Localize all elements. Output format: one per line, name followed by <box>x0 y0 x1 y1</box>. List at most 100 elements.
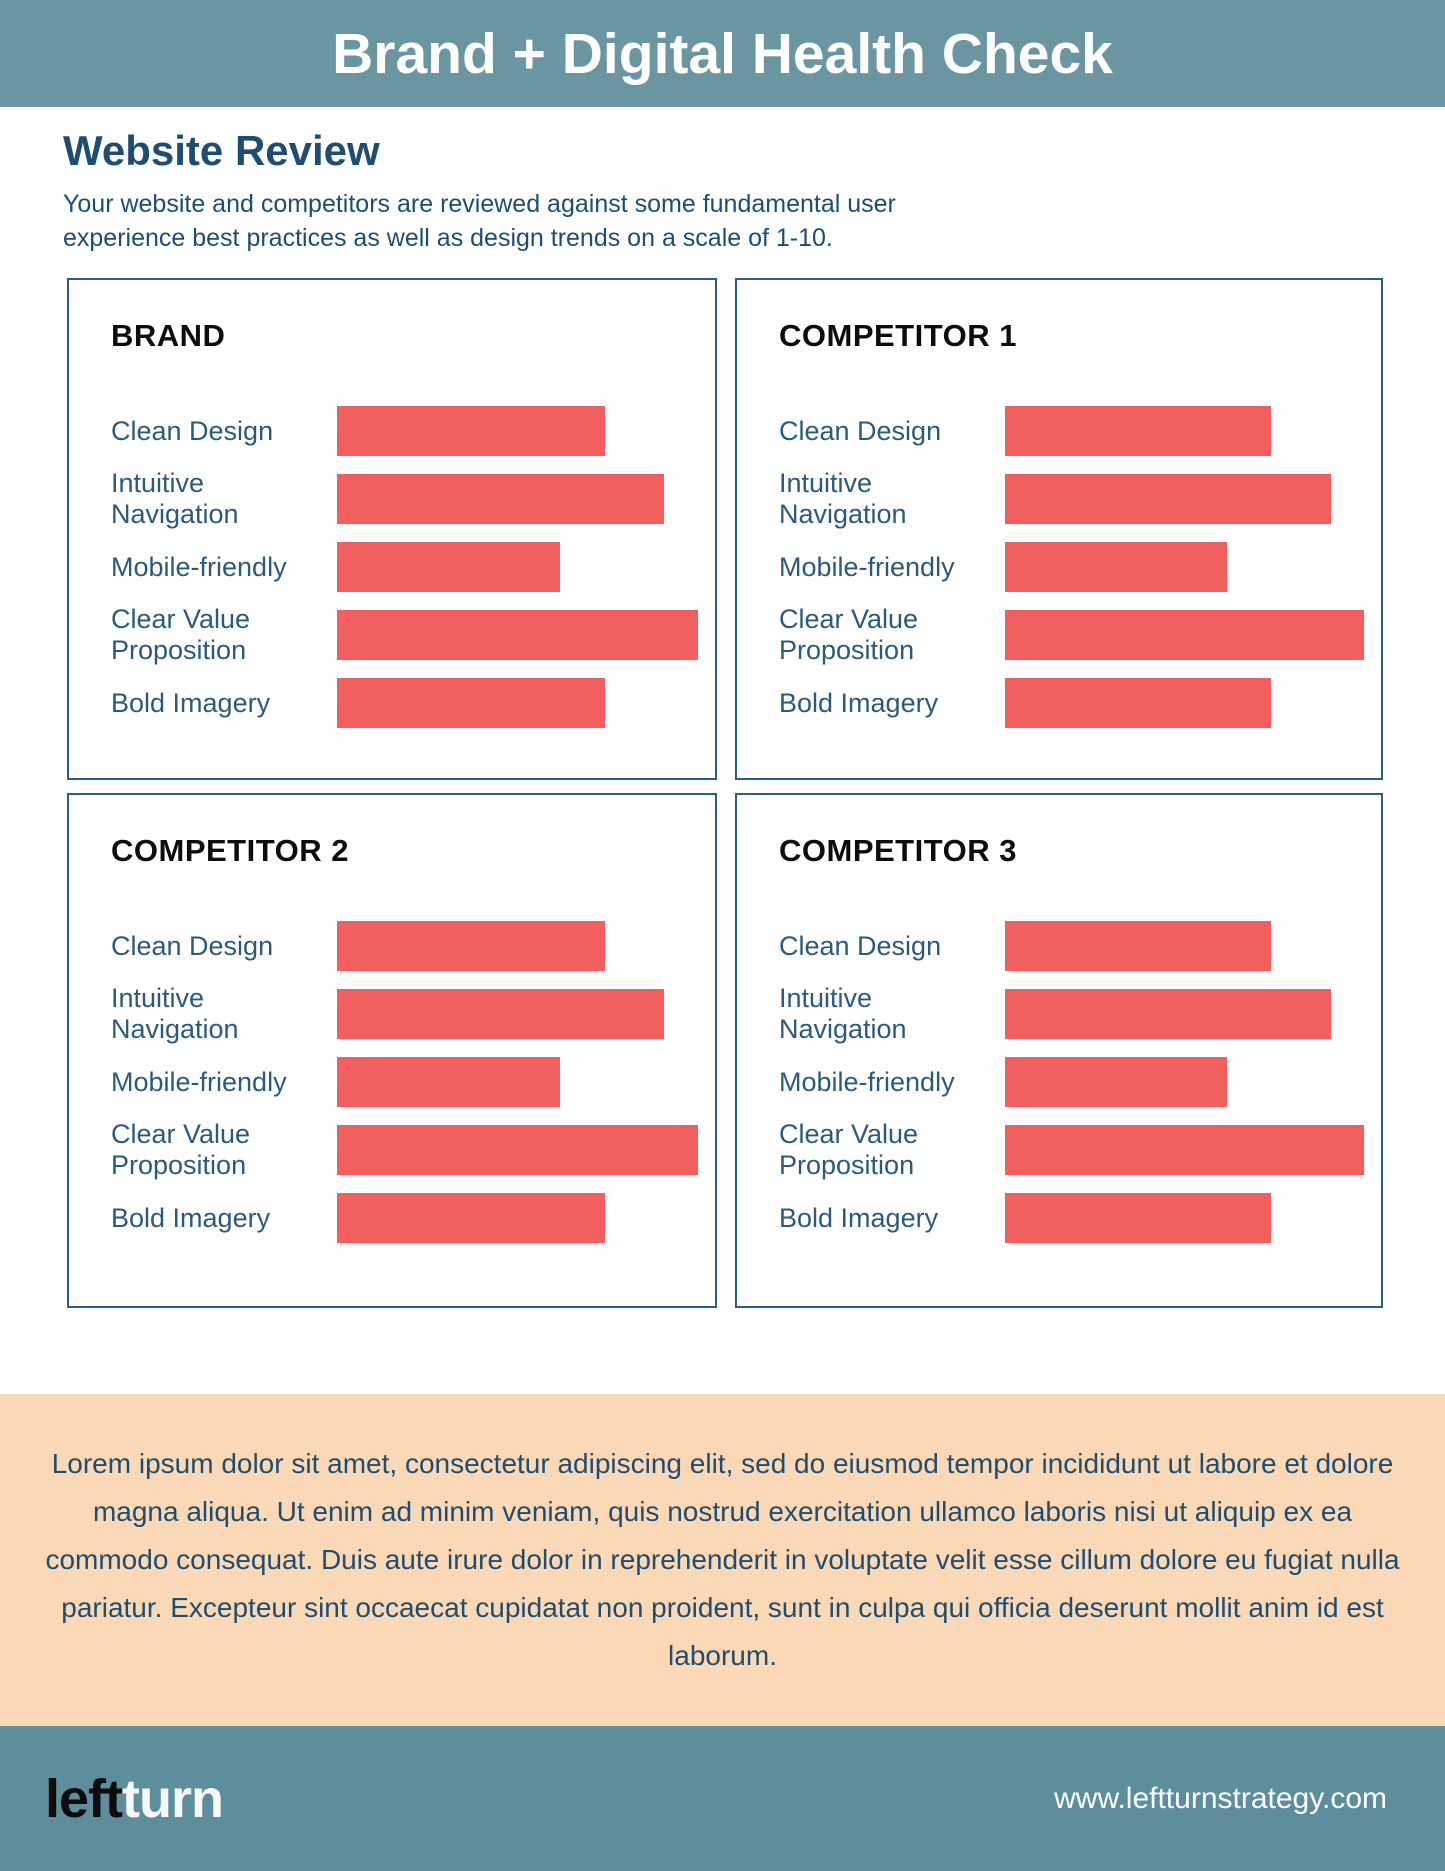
score-bar <box>1005 610 1364 660</box>
review-panel: COMPETITOR 2 Clean Design Intuitive Naviga… <box>67 793 717 1308</box>
bar-track <box>337 406 709 456</box>
metric-row: Bold Imagery <box>111 1184 709 1252</box>
score-bar <box>337 989 665 1039</box>
metric-label: Mobile-friendly <box>779 1066 955 1097</box>
score-bar <box>1005 474 1331 524</box>
score-bar <box>1005 1193 1272 1243</box>
score-bar <box>1005 542 1227 592</box>
metric-label: Mobile-friendly <box>779 551 955 582</box>
metric-row: Bold Imagery <box>779 669 1375 737</box>
metric-label: Intuitive Navigation <box>111 983 239 1044</box>
metric-rows: Clean Design Intuitive Navigation Mobile-f… <box>779 912 1375 1252</box>
logo-text-turn: turn <box>122 1768 224 1829</box>
review-panel: BRAND Clean Design Intuitive Navigation Mob… <box>67 278 717 780</box>
metric-row: Clean Design <box>111 397 709 465</box>
metric-row: Clear Value Proposition <box>779 1116 1375 1184</box>
metric-label: Clean Design <box>111 415 274 446</box>
review-panel: COMPETITOR 1 Clean Design Intuitive Naviga… <box>735 278 1383 780</box>
panel-title: COMPETITOR 3 <box>779 833 1017 868</box>
metric-label: Bold Imagery <box>779 1202 939 1233</box>
bar-track <box>337 1125 709 1175</box>
metric-row: Intuitive Navigation <box>779 980 1375 1048</box>
score-bar <box>1005 678 1272 728</box>
metric-row: Intuitive Navigation <box>111 980 709 1048</box>
metric-row: Mobile-friendly <box>111 1048 709 1116</box>
metric-label: Clear Value Proposition <box>779 604 919 665</box>
metric-label: Mobile-friendly <box>111 1066 287 1097</box>
metric-row: Clean Design <box>111 912 709 980</box>
metric-row: Clear Value Proposition <box>111 601 709 669</box>
bar-track <box>1005 1057 1375 1107</box>
bar-track <box>1005 542 1375 592</box>
bar-track <box>1005 1193 1375 1243</box>
bar-track <box>337 474 709 524</box>
metric-label: Clean Design <box>779 930 942 961</box>
metric-label: Bold Imagery <box>779 687 939 718</box>
bar-track <box>1005 678 1375 728</box>
score-bar <box>1005 921 1272 971</box>
bar-track <box>337 542 709 592</box>
metric-label: Clear Value Proposition <box>111 1119 251 1180</box>
score-bar <box>1005 1125 1364 1175</box>
footer-banner: leftturn www.leftturnstrategy.com <box>0 1726 1445 1871</box>
callout-block: Lorem ipsum dolor sit amet, consectetur … <box>0 1394 1445 1726</box>
metric-rows: Clean Design Intuitive Navigation Mobile-f… <box>111 912 709 1252</box>
score-bar <box>337 542 561 592</box>
metric-row: Bold Imagery <box>111 669 709 737</box>
panels-grid: BRAND Clean Design Intuitive Navigation Mob… <box>0 278 1445 1308</box>
metric-row: Clean Design <box>779 912 1375 980</box>
panel-title: COMPETITOR 2 <box>111 833 349 868</box>
score-bar <box>337 1057 561 1107</box>
metric-rows: Clean Design Intuitive Navigation Mobile-f… <box>779 397 1375 737</box>
score-bar <box>1005 406 1272 456</box>
metric-label: Mobile-friendly <box>111 551 287 582</box>
panel-title: COMPETITOR 1 <box>779 318 1017 353</box>
metric-label: Clean Design <box>111 930 274 961</box>
metric-label: Clear Value Proposition <box>779 1119 919 1180</box>
bar-track <box>1005 989 1375 1039</box>
score-bar <box>337 921 605 971</box>
metric-row: Intuitive Navigation <box>111 465 709 533</box>
metric-label: Bold Imagery <box>111 687 271 718</box>
callout-text: Lorem ipsum dolor sit amet, consectetur … <box>45 1448 1400 1671</box>
bar-track <box>337 921 709 971</box>
header-banner: Brand + Digital Health Check <box>0 0 1445 107</box>
footer-url: www.leftturnstrategy.com <box>1054 1781 1387 1815</box>
bar-track <box>337 610 709 660</box>
leftturn-logo: leftturn <box>45 1768 224 1829</box>
metric-label: Clean Design <box>779 415 942 446</box>
metric-row: Intuitive Navigation <box>779 465 1375 533</box>
score-bar <box>337 1125 698 1175</box>
metric-rows: Clean Design Intuitive Navigation Mobile-f… <box>111 397 709 737</box>
review-panel: COMPETITOR 3 Clean Design Intuitive Naviga… <box>735 793 1383 1308</box>
bar-track <box>1005 921 1375 971</box>
score-bar <box>337 1193 605 1243</box>
bar-track <box>337 1057 709 1107</box>
intro-section: Website Review Your website and competit… <box>0 107 1445 278</box>
panel-title: BRAND <box>111 318 226 353</box>
intro-text: Your website and competitors are reviewe… <box>63 190 896 252</box>
logo-text-left: left <box>45 1768 123 1829</box>
metric-row: Mobile-friendly <box>111 533 709 601</box>
metric-row: Clean Design <box>779 397 1375 465</box>
section-heading: Website Review <box>63 127 380 174</box>
score-bar <box>337 678 605 728</box>
metric-label: Bold Imagery <box>111 1202 271 1233</box>
score-bar <box>337 610 698 660</box>
metric-label: Intuitive Navigation <box>779 468 907 529</box>
metric-label: Intuitive Navigation <box>111 468 239 529</box>
metric-row: Clear Value Proposition <box>111 1116 709 1184</box>
score-bar <box>1005 1057 1227 1107</box>
bar-track <box>1005 610 1375 660</box>
metric-row: Mobile-friendly <box>779 1048 1375 1116</box>
metric-label: Clear Value Proposition <box>111 604 251 665</box>
metric-label: Intuitive Navigation <box>779 983 907 1044</box>
bar-track <box>337 678 709 728</box>
metric-row: Clear Value Proposition <box>779 601 1375 669</box>
score-bar <box>337 474 665 524</box>
metric-row: Bold Imagery <box>779 1184 1375 1252</box>
bar-track <box>337 989 709 1039</box>
score-bar <box>1005 989 1331 1039</box>
page-title: Brand + Digital Health Check <box>332 21 1113 86</box>
